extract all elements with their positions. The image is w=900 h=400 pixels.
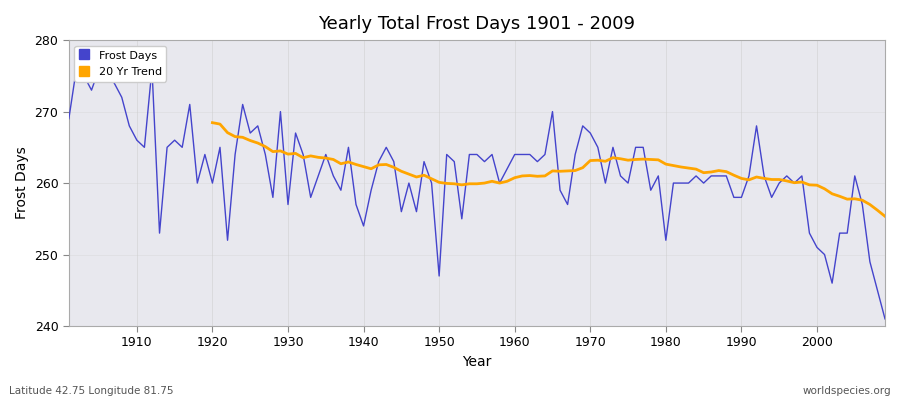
Legend: Frost Days, 20 Yr Trend: Frost Days, 20 Yr Trend bbox=[75, 46, 166, 82]
Text: worldspecies.org: worldspecies.org bbox=[803, 386, 891, 396]
X-axis label: Year: Year bbox=[463, 355, 491, 369]
Y-axis label: Frost Days: Frost Days bbox=[15, 147, 29, 220]
Text: Latitude 42.75 Longitude 81.75: Latitude 42.75 Longitude 81.75 bbox=[9, 386, 174, 396]
Title: Yearly Total Frost Days 1901 - 2009: Yearly Total Frost Days 1901 - 2009 bbox=[319, 15, 635, 33]
